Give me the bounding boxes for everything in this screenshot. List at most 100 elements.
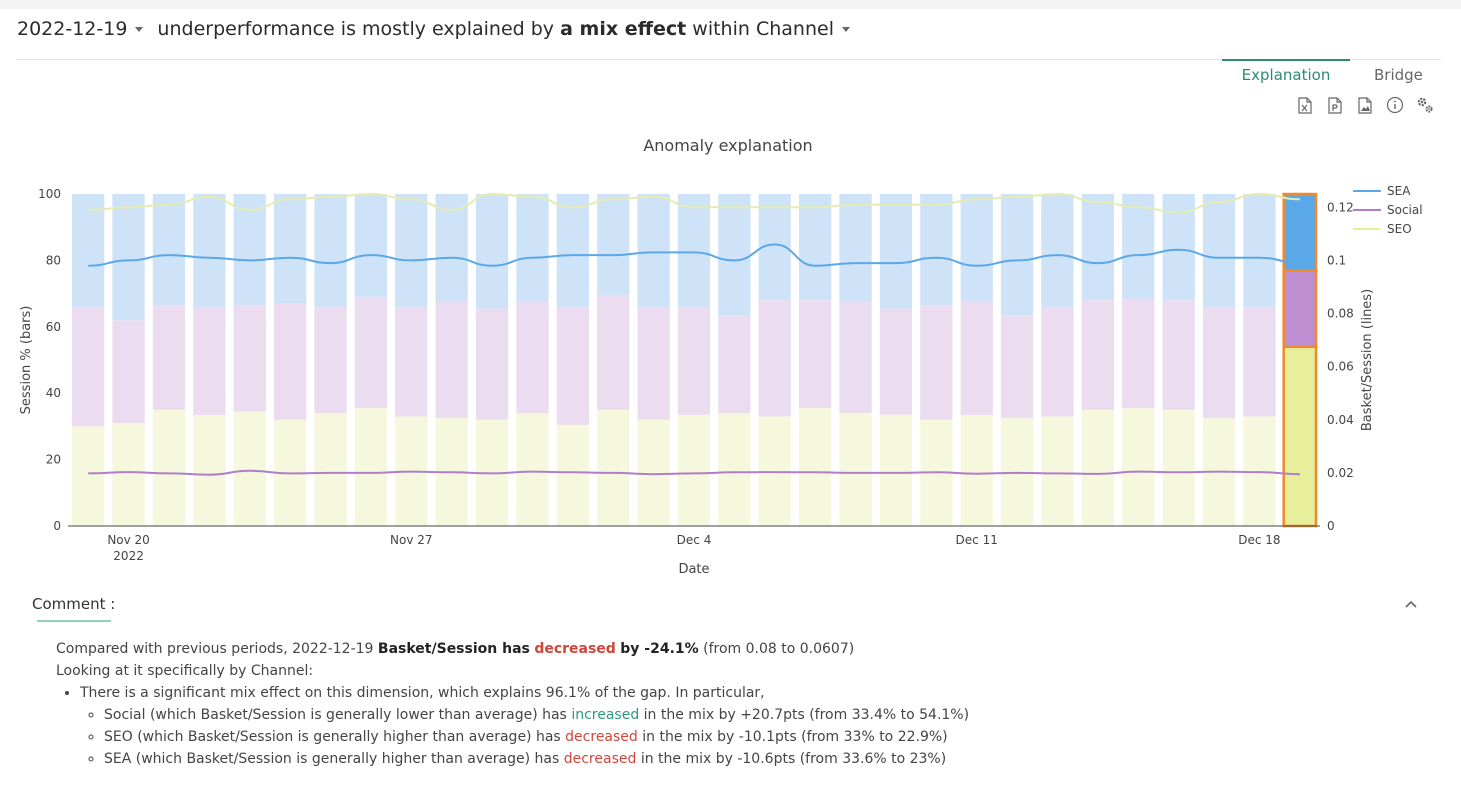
- bar-seo: [556, 424, 589, 526]
- tab-bridge[interactable]: Bridge: [1374, 66, 1423, 84]
- comment-range: (from 0.08 to 0.0607): [703, 641, 855, 657]
- comment-underline: [37, 620, 111, 622]
- bar-sea: [1202, 194, 1236, 307]
- comment-intro: Compared with previous periods, 2022-12-…: [56, 641, 374, 657]
- bar-social: [1081, 300, 1114, 410]
- chevron-up-icon[interactable]: [1403, 597, 1419, 617]
- item-direction: increased: [571, 707, 640, 723]
- bar-seo: [1041, 416, 1074, 526]
- line-sea: [88, 243, 1300, 267]
- bar-sea: [516, 194, 549, 302]
- image-export-icon[interactable]: [1354, 95, 1376, 115]
- item-text: SEA (which Basket/Session is generally h…: [104, 751, 560, 767]
- x-tick-label: Nov 20: [107, 533, 150, 547]
- list-item: SEO (which Basket/Session is generally h…: [104, 726, 1436, 748]
- bar-social: [920, 305, 953, 420]
- bar-seo: [314, 413, 347, 526]
- bar-sea: [475, 194, 509, 309]
- bar-seo: [354, 408, 387, 526]
- info-icon[interactable]: [1384, 95, 1406, 115]
- bar-seo: [960, 414, 993, 526]
- bar-social: [1000, 315, 1034, 419]
- bar-social: [314, 306, 347, 414]
- bar-sea: [112, 194, 145, 321]
- bar-social: [637, 306, 670, 420]
- header-divider: [16, 59, 1441, 60]
- dimension-selector-label[interactable]: Channel: [755, 18, 834, 40]
- y-tick-label: 0: [53, 519, 61, 533]
- bar-sea: [799, 194, 832, 301]
- legend-label-seo: SEO: [1387, 222, 1412, 236]
- tab-explanation[interactable]: Explanation: [1241, 66, 1331, 84]
- line-seo: [88, 192, 1300, 214]
- item-text: Social (which Basket/Session is generall…: [104, 707, 567, 723]
- bar-seo: [677, 414, 711, 526]
- bar-sea: [920, 194, 953, 306]
- x-axis-label: Date: [678, 562, 709, 577]
- comment-change: by -24.1%: [620, 641, 699, 657]
- y2-tick-label: 0.12: [1327, 200, 1354, 214]
- comment-bullet-text: There is a significant mix effect on thi…: [80, 685, 765, 701]
- bar-social: [516, 301, 549, 414]
- bar-sea: [1041, 194, 1074, 307]
- chevron-down-icon[interactable]: [135, 26, 144, 32]
- x-tick-label: Dec 18: [1238, 533, 1280, 547]
- bar-sea: [152, 194, 186, 306]
- bar-seo: [72, 426, 105, 526]
- x-tick-label: Nov 27: [390, 533, 433, 547]
- x-tick-label: Dec 11: [956, 533, 998, 547]
- y2-tick-label: 0.06: [1327, 360, 1354, 374]
- bar-sea: [637, 194, 670, 307]
- bar-seo: [1162, 409, 1195, 526]
- top-strip: [0, 0, 1461, 9]
- bar-sea: [233, 194, 266, 306]
- y2-tick-label: 0.1: [1327, 253, 1346, 267]
- comment-list: There is a significant mix effect on thi…: [56, 682, 1436, 770]
- bar-sea: [72, 194, 105, 307]
- chevron-down-icon[interactable]: [841, 26, 850, 32]
- line-social: [88, 469, 1300, 476]
- date-selector-label[interactable]: 2022-12-19: [17, 18, 128, 40]
- y-tick-label: 60: [46, 320, 61, 334]
- chart-title: Anomaly explanation: [643, 136, 813, 155]
- pdf-export-icon[interactable]: [1324, 95, 1346, 115]
- item-detail: in the mix by -10.1pts (from 33% to 22.9…: [642, 729, 948, 745]
- y-tick-label: 100: [38, 187, 61, 201]
- comment-body: Compared with previous periods, 2022-12-…: [56, 638, 1436, 770]
- excel-export-icon[interactable]: [1294, 95, 1316, 115]
- y2-tick-label: 0.04: [1327, 413, 1354, 427]
- bar-seo: [879, 414, 913, 526]
- bar-sea: [395, 194, 428, 307]
- title-text-bold: a mix effect: [560, 18, 687, 40]
- bar-sea: [677, 194, 711, 307]
- bar-sea: [1081, 194, 1114, 301]
- bar-social: [1243, 306, 1276, 417]
- bar-seo: [799, 408, 832, 526]
- item-detail: in the mix by -10.6pts (from 33.6% to 23…: [640, 751, 947, 767]
- bar-seo: [516, 413, 549, 526]
- list-item: There is a significant mix effect on thi…: [80, 682, 1436, 770]
- bar-social: [354, 296, 387, 409]
- bar-social: [1202, 306, 1236, 419]
- legend-label-social: Social: [1387, 203, 1423, 217]
- bar-social: [475, 308, 509, 420]
- y-tick-label: 40: [46, 386, 61, 400]
- comment-metric: Basket/Session has: [377, 641, 530, 657]
- bar-seo: [112, 423, 145, 526]
- bar-seo: [597, 409, 630, 526]
- title-text-before: underperformance is mostly explained by: [157, 18, 555, 40]
- list-item: Social (which Basket/Session is generall…: [104, 704, 1436, 726]
- chart-toolbar: [1294, 95, 1436, 115]
- page-title: 2022-12-19 underperformance is mostly ex…: [17, 15, 850, 43]
- bar-social: [233, 305, 266, 412]
- bar-social: [1282, 269, 1318, 349]
- legend-label-sea: SEA: [1387, 184, 1411, 198]
- bar-seo: [839, 413, 872, 526]
- bar-sea: [960, 194, 993, 302]
- bar-social: [1122, 298, 1155, 409]
- x-tick-label: Dec 4: [677, 533, 712, 547]
- active-tab-indicator: [1222, 59, 1350, 61]
- settings-icon[interactable]: [1414, 95, 1436, 115]
- y-tick-label: 80: [46, 253, 61, 267]
- bar-social: [718, 315, 751, 414]
